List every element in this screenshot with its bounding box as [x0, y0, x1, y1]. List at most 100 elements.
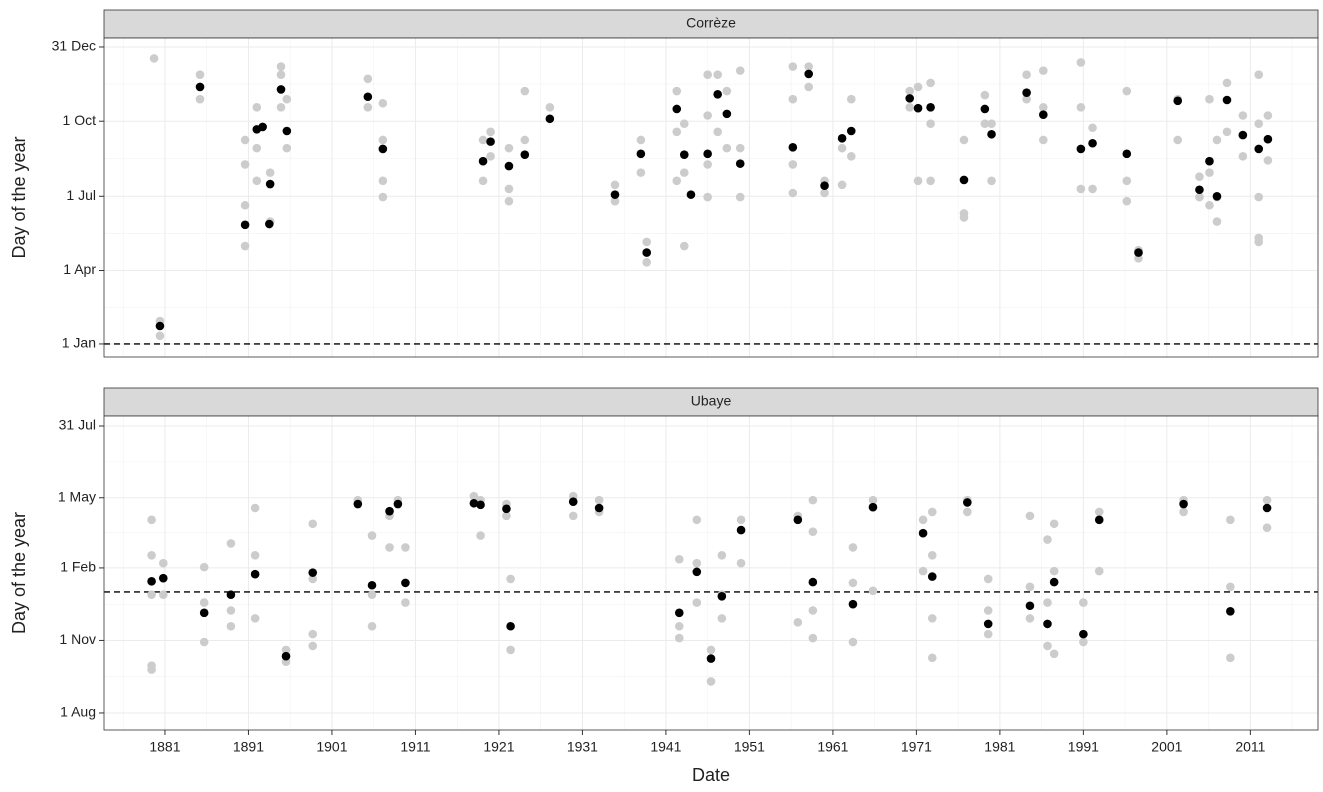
point — [642, 237, 652, 247]
point — [252, 143, 262, 153]
point — [252, 103, 262, 112]
point — [506, 645, 515, 655]
point — [363, 103, 373, 112]
strip — [103, 9, 1319, 39]
point — [913, 176, 923, 186]
panel-border — [103, 37, 1319, 358]
point — [258, 122, 267, 132]
point — [1212, 217, 1222, 226]
point — [240, 220, 250, 230]
point — [367, 590, 377, 600]
point — [674, 621, 684, 631]
point — [706, 654, 716, 663]
point — [926, 176, 935, 186]
point — [722, 109, 732, 119]
point — [846, 94, 856, 104]
point — [679, 119, 689, 128]
point — [1122, 86, 1132, 96]
point — [363, 74, 373, 84]
y-axis-title: Day of the year — [9, 512, 29, 634]
point — [265, 179, 275, 189]
point — [502, 504, 511, 514]
point — [703, 70, 712, 80]
x-tick-label: 2001 — [1151, 739, 1182, 755]
point — [706, 677, 716, 686]
point — [983, 629, 993, 639]
x-tick-label: 1881 — [149, 739, 180, 755]
point — [1076, 103, 1086, 112]
point — [848, 599, 858, 609]
point — [1043, 619, 1052, 629]
point — [918, 566, 928, 576]
point — [808, 633, 818, 643]
point — [1079, 598, 1088, 607]
point — [703, 160, 712, 169]
point — [927, 653, 937, 663]
point — [674, 608, 684, 618]
point — [1262, 495, 1272, 505]
point — [963, 498, 972, 507]
point — [1079, 629, 1088, 639]
point — [1049, 649, 1059, 659]
point — [478, 176, 488, 186]
point — [692, 558, 702, 568]
point — [282, 94, 292, 104]
point — [1222, 95, 1232, 105]
point — [1022, 94, 1031, 104]
strip-label: Corrèze — [686, 15, 736, 31]
point — [199, 598, 209, 607]
point — [393, 499, 403, 509]
x-tick-label: 1991 — [1068, 739, 1099, 755]
point — [1079, 637, 1088, 647]
point — [158, 573, 168, 583]
point — [1088, 184, 1097, 194]
x-tick-label: 1951 — [734, 739, 765, 755]
point — [147, 515, 156, 525]
point — [926, 78, 935, 88]
point — [1039, 103, 1048, 112]
point — [240, 160, 250, 169]
point — [672, 127, 682, 137]
point — [367, 580, 377, 590]
point — [1088, 138, 1097, 148]
point — [679, 168, 689, 177]
point — [905, 86, 915, 96]
point — [476, 531, 485, 540]
point — [1049, 519, 1059, 529]
point — [672, 86, 682, 96]
point — [367, 531, 377, 540]
point — [1039, 66, 1048, 75]
point — [788, 62, 798, 71]
point — [788, 188, 798, 198]
point — [1022, 70, 1031, 80]
point — [610, 196, 620, 206]
y-axis-title: Day of the year — [9, 136, 29, 258]
point — [149, 54, 159, 63]
point — [226, 606, 236, 615]
strip — [103, 387, 1319, 417]
point — [520, 86, 530, 96]
strip-label: Ubaye — [691, 393, 732, 409]
point — [478, 135, 488, 145]
point — [1205, 94, 1214, 104]
point — [1195, 192, 1204, 202]
point — [804, 82, 813, 92]
point — [927, 551, 937, 560]
panel-border — [103, 415, 1319, 731]
point — [486, 127, 495, 137]
y-tick-label: 31 Dec — [52, 38, 96, 54]
point — [686, 190, 696, 199]
point — [808, 495, 818, 505]
point — [1043, 641, 1052, 651]
point — [520, 135, 530, 145]
point — [987, 119, 996, 128]
point — [1022, 88, 1031, 97]
point — [837, 180, 847, 190]
point — [868, 502, 878, 512]
point — [642, 248, 652, 257]
point — [703, 192, 712, 202]
x-tick-label: 1921 — [483, 739, 514, 755]
point — [692, 598, 702, 607]
point — [642, 258, 652, 267]
